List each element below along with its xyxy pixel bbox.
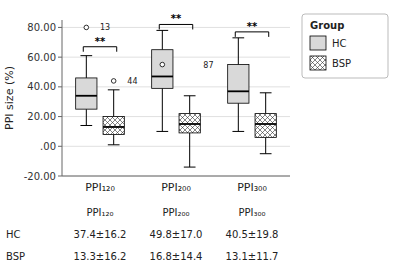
- y-tick: [58, 27, 62, 28]
- whisker: [189, 96, 190, 114]
- whisker: [162, 30, 163, 49]
- table-cell: 13.1±11.7: [226, 251, 279, 262]
- legend-title: Group: [310, 20, 344, 31]
- whisker: [238, 38, 239, 65]
- median: [179, 123, 200, 125]
- y-tick-label: 80.00: [27, 22, 56, 33]
- outlier: [160, 62, 165, 67]
- box: [228, 65, 249, 104]
- outlier: [111, 79, 116, 84]
- y-tick-label: .00: [40, 141, 56, 152]
- whisker: [238, 103, 239, 131]
- y-tick: [58, 116, 62, 117]
- table-cell: 37.4±16.2: [74, 229, 127, 240]
- whisker-cap: [80, 55, 92, 56]
- median: [228, 90, 249, 92]
- whisker-cap: [156, 30, 168, 31]
- annotation: 13: [100, 23, 110, 32]
- whisker: [113, 90, 114, 117]
- table-row-label: BSP: [6, 251, 25, 262]
- whisker-cap: [108, 144, 120, 145]
- x-tick-label: PPI₁₂₀: [85, 181, 115, 194]
- x-axis: [62, 176, 290, 177]
- median: [255, 123, 276, 125]
- legend-label: HC: [332, 38, 347, 49]
- whisker-cap: [80, 125, 92, 126]
- whisker-cap: [184, 95, 196, 96]
- whisker-cap: [260, 153, 272, 154]
- table-cell: 40.5±19.8: [226, 229, 279, 240]
- significance-bracket: [235, 32, 268, 37]
- whisker: [189, 133, 190, 167]
- grid-line: [62, 146, 290, 147]
- y-tick: [58, 57, 62, 58]
- y-tick: [58, 86, 62, 87]
- significance-label: **: [95, 36, 106, 47]
- significance-bracket: [159, 24, 192, 29]
- significance-label: **: [247, 21, 258, 32]
- y-axis-label: PPI size (%): [3, 66, 16, 130]
- box: [255, 114, 276, 138]
- plot-area: [76, 25, 277, 167]
- median: [103, 126, 124, 128]
- whisker: [113, 134, 114, 144]
- legend-swatch: [310, 56, 326, 70]
- x-tick-label: PPI₂₀₀: [161, 181, 191, 194]
- whisker: [162, 88, 163, 131]
- y-tick: [58, 146, 62, 147]
- table-cell: 49.8±17.0: [150, 229, 203, 240]
- table-cell: 16.8±14.4: [150, 251, 203, 262]
- box: [152, 50, 173, 89]
- annotation: 87: [203, 61, 213, 70]
- whisker: [86, 109, 87, 125]
- whisker-cap: [232, 37, 244, 38]
- y-tick-label: -20.00: [24, 171, 56, 182]
- y-tick-label: 20.00: [27, 111, 56, 122]
- whisker: [265, 137, 266, 153]
- grid-line: [62, 57, 290, 58]
- annotation: 44: [127, 77, 137, 86]
- median: [152, 76, 173, 78]
- table-header: PPI₂₀₀: [162, 207, 189, 218]
- legend-label: BSP: [332, 58, 351, 69]
- table-cell: 13.3±16.2: [74, 251, 127, 262]
- table-header: PPI₁₂₀: [86, 207, 113, 218]
- significance-bracket: [83, 47, 116, 52]
- whisker-cap: [260, 92, 272, 93]
- box: [179, 114, 200, 133]
- whisker: [265, 93, 266, 114]
- whisker: [86, 56, 87, 78]
- box: [76, 78, 97, 109]
- table-row-label: HC: [6, 229, 21, 240]
- outlier: [84, 25, 89, 30]
- box: [103, 117, 124, 135]
- y-axis: [62, 20, 63, 176]
- chart: -20.00 .00 20.00 40.00 60.00 80.00 PPI size (%…: [0, 0, 401, 280]
- significance-label: **: [171, 13, 182, 24]
- whisker-cap: [156, 131, 168, 132]
- median: [76, 95, 97, 97]
- whisker-cap: [184, 167, 196, 168]
- y-tick-label: 60.00: [27, 52, 56, 63]
- y-tick-label: 40.00: [27, 81, 56, 92]
- grid-line: [62, 176, 290, 177]
- legend: Group HC BSP: [302, 14, 388, 78]
- table-header: PPI₃₀₀: [238, 207, 265, 218]
- legend-frame: [302, 14, 388, 78]
- whisker-cap: [232, 131, 244, 132]
- y-tick: [58, 176, 62, 177]
- legend-swatch: [310, 36, 326, 50]
- whisker-cap: [108, 89, 120, 90]
- x-tick-label: PPI₃₀₀: [237, 181, 267, 194]
